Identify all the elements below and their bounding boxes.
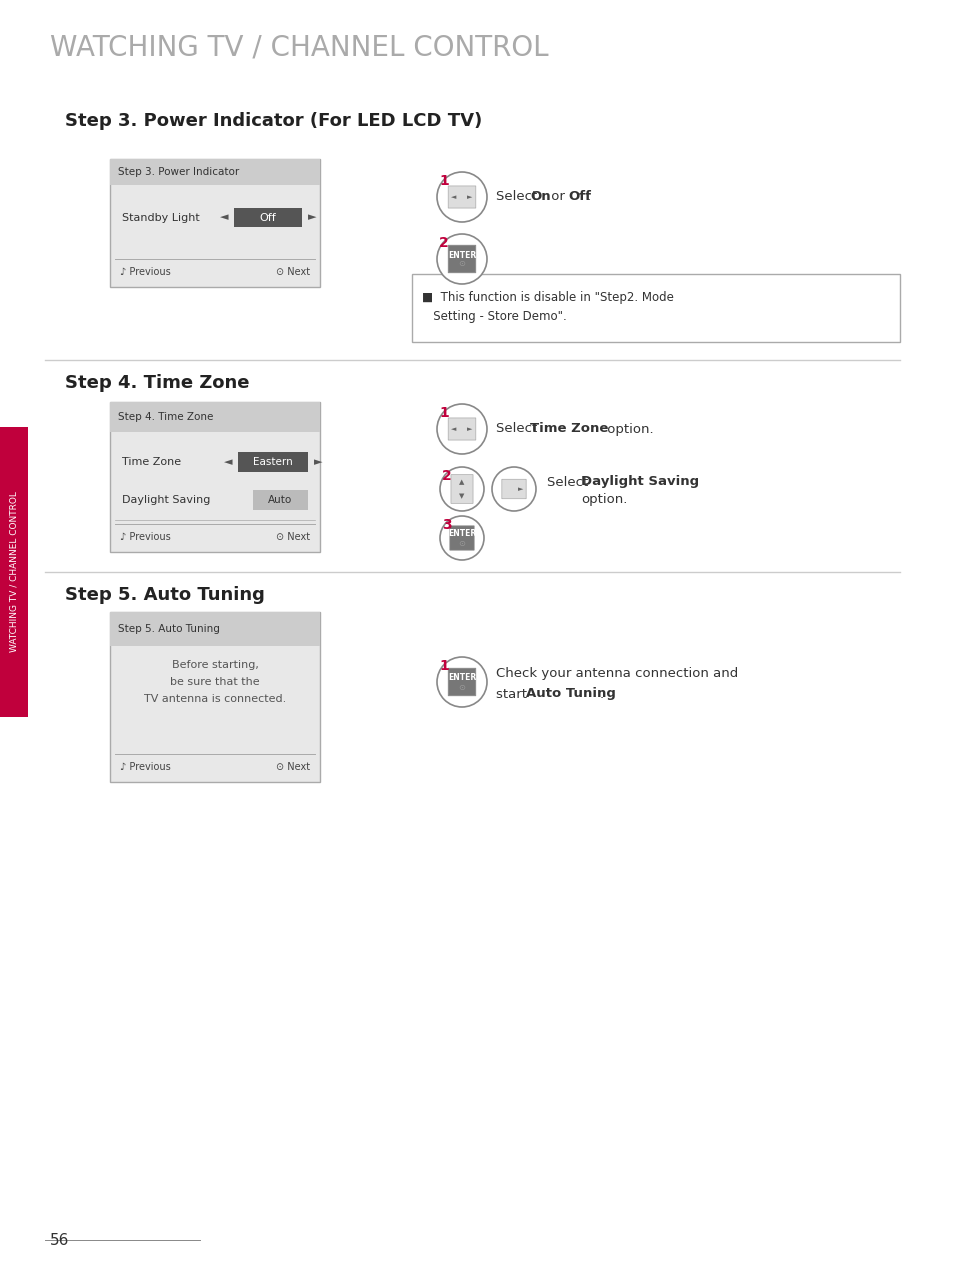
FancyBboxPatch shape [110,159,319,287]
FancyBboxPatch shape [110,612,319,782]
Text: Step 4. Time Zone: Step 4. Time Zone [65,374,250,392]
Text: 3: 3 [441,518,451,532]
Text: Step 5. Auto Tuning: Step 5. Auto Tuning [118,625,219,633]
Text: 56: 56 [50,1233,70,1248]
Text: Step 3. Power Indicator (For LED LCD TV): Step 3. Power Indicator (For LED LCD TV) [65,112,482,130]
FancyBboxPatch shape [233,209,302,228]
Circle shape [439,467,483,511]
Text: ♪ Previous: ♪ Previous [120,762,171,772]
Text: 1: 1 [438,659,448,673]
FancyBboxPatch shape [448,186,476,209]
Text: Auto: Auto [268,495,293,505]
FancyBboxPatch shape [412,273,899,342]
Circle shape [436,234,486,284]
Text: Step 3. Power Indicator: Step 3. Power Indicator [118,167,239,177]
Text: ⊙ Next: ⊙ Next [275,762,310,772]
Text: ■  This function is disable in "Step2. Mode
   Setting - Store Demo".: ■ This function is disable in "Step2. Mo… [421,291,673,323]
Text: ENTER: ENTER [447,673,476,683]
Text: ▼: ▼ [458,494,464,499]
Text: WATCHING TV / CHANNEL CONTROL: WATCHING TV / CHANNEL CONTROL [10,491,18,653]
Text: 1: 1 [438,406,448,420]
Text: ►: ► [308,212,316,223]
FancyBboxPatch shape [253,490,308,510]
Circle shape [436,404,486,454]
Text: Daylight Saving: Daylight Saving [580,476,699,488]
Text: ♪ Previous: ♪ Previous [120,267,171,277]
Text: 2: 2 [438,237,448,251]
Text: ⊙: ⊙ [458,683,465,692]
FancyBboxPatch shape [110,159,319,184]
Text: ►: ► [314,457,322,467]
Text: Time Zone: Time Zone [530,422,608,435]
Text: .: . [586,191,591,204]
Text: ▲: ▲ [458,480,464,485]
FancyBboxPatch shape [448,668,476,696]
Text: .: . [599,687,603,701]
Text: WATCHING TV / CHANNEL CONTROL: WATCHING TV / CHANNEL CONTROL [50,34,548,62]
Text: ►: ► [517,486,522,492]
Text: ENTER: ENTER [447,529,476,538]
Text: Daylight Saving: Daylight Saving [122,495,211,505]
Text: Before starting,
be sure that the
TV antenna is connected.: Before starting, be sure that the TV ant… [144,660,286,705]
Text: Auto Tuning: Auto Tuning [525,687,616,701]
Circle shape [492,467,536,511]
Text: On: On [530,191,550,204]
Text: start: start [496,687,531,701]
Text: ►: ► [467,426,473,432]
FancyBboxPatch shape [448,245,476,272]
Text: ⊙: ⊙ [458,538,465,547]
Text: ►: ► [467,195,473,200]
Text: or: or [546,191,569,204]
Circle shape [436,658,486,707]
Text: ⊙: ⊙ [458,259,465,268]
Text: ⊙ Next: ⊙ Next [275,532,310,542]
Text: Select: Select [546,476,592,488]
FancyBboxPatch shape [450,525,474,551]
FancyBboxPatch shape [0,427,28,717]
Text: ♪ Previous: ♪ Previous [120,532,171,542]
Text: Eastern: Eastern [253,457,293,467]
FancyBboxPatch shape [237,452,308,472]
Circle shape [439,516,483,560]
Text: ENTER: ENTER [447,251,476,259]
FancyBboxPatch shape [451,474,473,504]
Text: option.: option. [580,492,627,505]
Circle shape [436,172,486,223]
FancyBboxPatch shape [110,402,319,432]
Text: Off: Off [567,191,590,204]
Text: 1: 1 [438,174,448,188]
FancyBboxPatch shape [448,418,476,440]
FancyBboxPatch shape [110,402,319,552]
Text: ◄: ◄ [451,195,456,200]
Text: Time Zone: Time Zone [122,457,181,467]
Text: ◄: ◄ [223,457,232,467]
Text: Select: Select [496,191,541,204]
FancyBboxPatch shape [110,612,319,646]
Text: Off: Off [259,212,276,223]
Text: ◄: ◄ [219,212,228,223]
Text: Select: Select [496,422,541,435]
Text: ◄: ◄ [451,426,456,432]
Text: Check your antenna connection and: Check your antenna connection and [496,668,738,681]
Text: Step 4. Time Zone: Step 4. Time Zone [118,412,213,422]
FancyBboxPatch shape [501,480,526,499]
Text: option.: option. [602,422,653,435]
Text: ⊙ Next: ⊙ Next [275,267,310,277]
Text: 2: 2 [441,469,452,483]
Text: Standby Light: Standby Light [122,212,199,223]
Text: Step 5. Auto Tuning: Step 5. Auto Tuning [65,586,265,604]
